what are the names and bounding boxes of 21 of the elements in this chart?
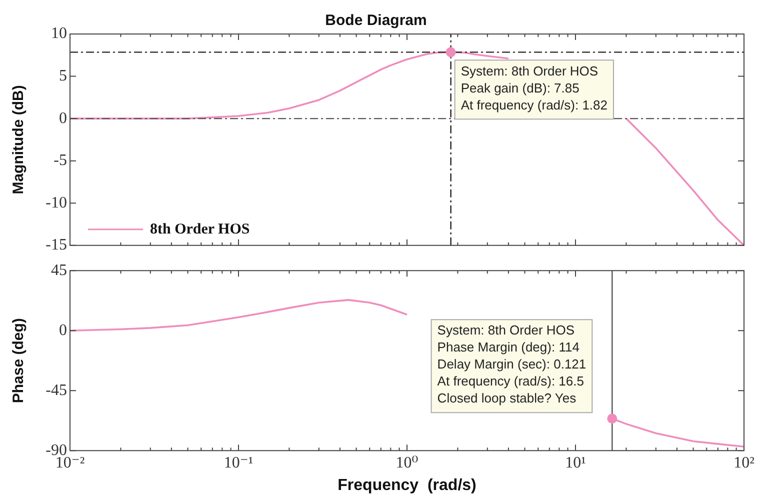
- y-tick-label: 5: [59, 67, 67, 84]
- y-tick-label: -5: [54, 152, 67, 170]
- y-tick-label: 10: [51, 25, 67, 42]
- x-tick-label: 10¹: [565, 454, 586, 472]
- y-tick-label: 0: [59, 110, 67, 127]
- y-tick-label: 0: [59, 322, 67, 339]
- annotation: System: 8th Order HOS Phase Margin (deg): 114 Delay Margin (sec): 0.121 At frequency (rad/s): 16.5 Closed loop stable? Yes: [437, 322, 586, 406]
- y-tick-label: -10: [46, 194, 67, 212]
- x-axis-title: Frequency (rad/s): [338, 476, 476, 494]
- annotation: System: 8th Order HOS Peak gain (dB): 7.85 At frequency (rad/s): 1.82: [460, 63, 608, 112]
- y-tick-label: -45: [46, 382, 67, 399]
- x-tick-label: 10⁰: [396, 454, 418, 472]
- y-axis-title: Phase (deg): [10, 318, 28, 404]
- y-axis-title: Magnitude (dB): [10, 85, 28, 194]
- x-tick-label: 10⁻²: [55, 454, 85, 472]
- x-tick-label: 10²: [734, 454, 755, 472]
- y-tick-label: 45: [51, 262, 67, 279]
- chart-title: Bode Diagram: [325, 12, 427, 30]
- x-tick-label: 10⁻¹: [224, 454, 254, 472]
- y-tick-label: -15: [46, 236, 67, 254]
- legend-label: 8th Order HOS: [150, 221, 250, 238]
